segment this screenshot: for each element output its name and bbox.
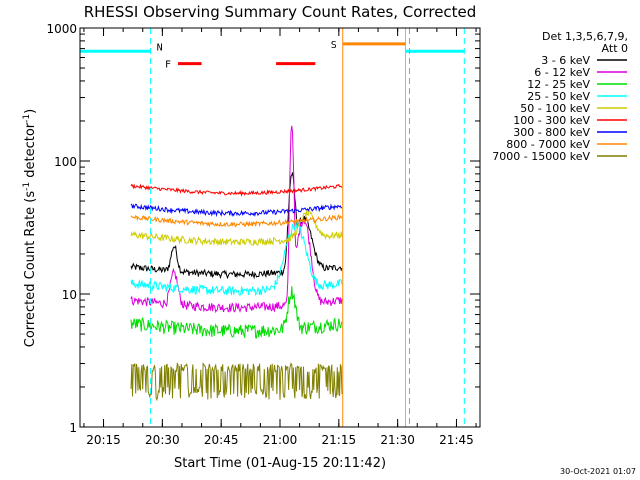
legend-label-3: 25 - 50 keV [527, 90, 590, 103]
y-tick-label-1: 10 [62, 288, 77, 302]
y-axis-label-sup2: -1 [22, 114, 32, 123]
legend-label-1: 6 - 12 keV [534, 66, 590, 79]
x-tick-label-6: 21:45 [439, 433, 474, 447]
series-line-5 [130, 183, 343, 197]
series-line-4 [130, 209, 343, 246]
legend-label-7: 800 - 7000 keV [506, 138, 590, 151]
x-tick-label-0: 20:15 [86, 433, 121, 447]
x-tick-label-5: 21:30 [380, 433, 415, 447]
night-label: N [157, 42, 163, 53]
y-axis-label-sup1: -1 [22, 182, 32, 191]
plot-frame [79, 27, 481, 428]
legend-label-5: 100 - 300 keV [513, 114, 590, 127]
x-tick-label-1: 20:30 [145, 433, 180, 447]
y-axis-label-end: ) [23, 109, 38, 114]
x-tick-label-3: 21:00 [263, 433, 298, 447]
legend-header-2: Att 0 [602, 42, 628, 55]
x-tick-label-4: 21:15 [322, 433, 357, 447]
saa-label: S [331, 40, 337, 51]
legend-label-8: 7000 - 15000 keV [492, 150, 590, 163]
x-axis-label: Start Time (01-Aug-15 20:11:42) [174, 456, 386, 471]
series-line-6 [130, 203, 343, 218]
y-axis-label-main: Corrected Count Rate (s [23, 191, 38, 348]
axis-layer: 20:15 20:30 20:45 21:00 21:15 21:30 21:45 1 10 10… [46, 22, 480, 447]
y-tick-label-2: 100 [54, 155, 77, 169]
y-tick-label-0: 1 [69, 421, 77, 435]
timestamp: 30-Oct-2021 01:07 [560, 467, 636, 476]
chart-title: RHESSI Observing Summary Count Rates, Co… [84, 3, 477, 21]
legend-header-1: Det 1,3,5,6,7,9, [542, 30, 628, 43]
flare-label: F [165, 60, 171, 71]
series-layer [130, 125, 343, 402]
legend-label-4: 50 - 100 keV [520, 102, 590, 115]
series-line-1 [130, 125, 343, 314]
legend-label-6: 300 - 800 keV [513, 126, 590, 139]
x-tick-label-2: 20:45 [204, 433, 239, 447]
legend-label-0: 3 - 6 keV [541, 54, 590, 67]
y-tick-label-3: 1000 [46, 22, 77, 36]
y-axis-label: Corrected Count Rate (s-1 detector-1) [22, 109, 38, 347]
series-line-3 [130, 221, 343, 297]
series-line-7 [130, 213, 343, 228]
series-line-8 [130, 361, 343, 402]
y-axis-label-mid: detector [23, 122, 38, 182]
series-line-2 [130, 286, 343, 339]
legend-label-2: 12 - 25 keV [527, 78, 590, 91]
